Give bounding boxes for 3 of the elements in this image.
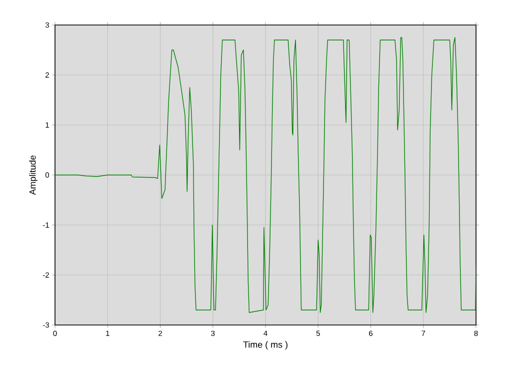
line-series <box>55 37 476 313</box>
y-axis-title: Amplitude <box>29 155 38 195</box>
x-axis-title: Time ( ms ) <box>243 341 288 350</box>
